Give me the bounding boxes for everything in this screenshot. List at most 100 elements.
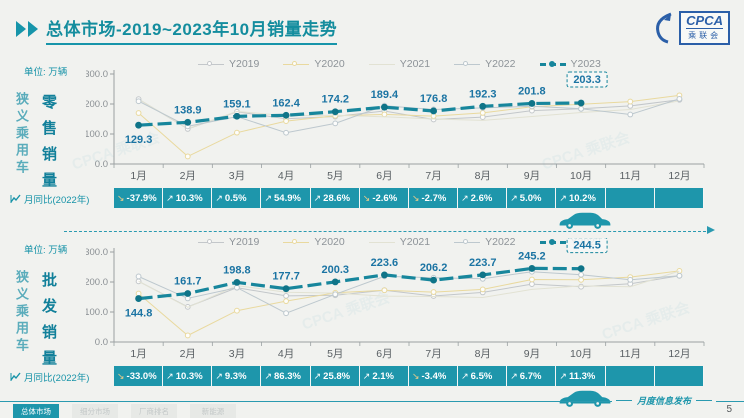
svg-text:0.0: 0.0 bbox=[95, 337, 108, 348]
legend-item-Y2021: Y2021 bbox=[368, 236, 430, 248]
footer-divider bbox=[0, 401, 744, 402]
trend-up-icon: ↗ bbox=[215, 192, 223, 203]
svg-text:8月: 8月 bbox=[475, 348, 491, 360]
yoy-cells: ↘ -37.9% ↗ 10.3% ↗ 0.5% ↗ 54.9% ↗ 28.6% ↘ -2.6% ↘ -2.… bbox=[114, 188, 704, 208]
yoy-value: 86.3% bbox=[274, 370, 301, 382]
svg-text:4月: 4月 bbox=[278, 170, 294, 182]
logo-text-box: CPCA 乘联会 bbox=[679, 11, 730, 45]
svg-text:7月: 7月 bbox=[425, 170, 441, 182]
yoy-cells: ↘ -33.0% ↗ 10.3% ↗ 9.3% ↗ 86.3% ↗ 25.8% ↗ 2.1% ↘ -3.4… bbox=[114, 366, 704, 386]
trend-down-icon: ↘ bbox=[117, 192, 125, 203]
svg-text:223.6: 223.6 bbox=[371, 257, 399, 269]
yoy-label: 月同比(2022年) bbox=[10, 192, 89, 206]
legend-item-Y2022: Y2022 bbox=[454, 58, 516, 70]
yoy-cell: ↗ 54.9% bbox=[261, 188, 311, 208]
svg-text:1月: 1月 bbox=[130, 170, 146, 182]
legend-label: Y2020 bbox=[314, 58, 345, 70]
svg-text:162.4: 162.4 bbox=[272, 97, 300, 109]
vehicle-category-label: 狭义乘用车 bbox=[14, 92, 29, 177]
legend-item-Y2019: Y2019 bbox=[198, 58, 259, 70]
yoy-cell: ↗ 6.5% bbox=[458, 366, 508, 386]
legend-item-Y2023: Y2023 bbox=[539, 58, 601, 70]
yoy-cell: ↗ 6.7% bbox=[507, 366, 557, 386]
yoy-cell: ↗ 0.5% bbox=[212, 188, 262, 208]
legend-label: Y2019 bbox=[229, 58, 260, 70]
legend-label: Y2022 bbox=[485, 58, 516, 70]
svg-text:6月: 6月 bbox=[376, 170, 392, 182]
yoy-cell bbox=[654, 366, 704, 386]
svg-text:9月: 9月 bbox=[524, 348, 540, 360]
vehicle-category-label: 狭义乘用车 bbox=[14, 270, 29, 355]
footer-tab-细分市场[interactable]: 细分市场 bbox=[72, 404, 118, 418]
trend-up-icon: ↗ bbox=[461, 192, 469, 203]
svg-text:176.8: 176.8 bbox=[420, 93, 448, 105]
trend-up-icon: ↗ bbox=[510, 370, 518, 381]
logo-subtitle: 乘联会 bbox=[688, 31, 722, 40]
yoy-cell: ↗ 10.3% bbox=[163, 366, 213, 386]
yoy-label-text: 月同比(2022年) bbox=[24, 195, 90, 206]
publication-text: 月度信息发布 bbox=[636, 396, 691, 406]
yoy-value: 9.3% bbox=[224, 370, 247, 382]
yoy-value: 2.1% bbox=[372, 370, 394, 382]
svg-text:100.0: 100.0 bbox=[86, 129, 108, 140]
svg-text:161.7: 161.7 bbox=[174, 275, 202, 287]
trend-up-icon: ↗ bbox=[510, 192, 518, 203]
car-icon bbox=[559, 390, 611, 407]
yoy-cell bbox=[654, 188, 704, 208]
svg-text:189.4: 189.4 bbox=[371, 89, 399, 101]
metric-label-wholesale: 批发销量 bbox=[40, 272, 57, 376]
yoy-cell: ↘ -3.4% bbox=[408, 366, 459, 386]
footer-tabs: 总体市场 细分市场 厂商排名 新能源 bbox=[13, 404, 236, 418]
dash-decoration bbox=[615, 400, 632, 401]
yoy-value: 11.3% bbox=[568, 370, 596, 382]
svg-text:177.7: 177.7 bbox=[272, 271, 300, 283]
legend-label: Y2019 bbox=[229, 236, 260, 248]
trend-up-icon: ↗ bbox=[559, 370, 567, 381]
svg-text:198.8: 198.8 bbox=[223, 264, 251, 276]
yoy-value: 0.5% bbox=[224, 192, 247, 204]
legend-item-Y2021: Y2021 bbox=[368, 58, 430, 70]
svg-text:5月: 5月 bbox=[327, 348, 343, 360]
footer-tab-厂商排名[interactable]: 厂商排名 bbox=[131, 404, 177, 418]
yoy-cell: ↘ -37.9% bbox=[114, 188, 164, 208]
yoy-cell: ↗ 2.1% bbox=[359, 366, 409, 386]
trend-up-icon: ↗ bbox=[166, 192, 174, 203]
cpca-logo: CPCA 乘联会 bbox=[650, 11, 730, 45]
yoy-value: 6.7% bbox=[519, 370, 542, 382]
legend-label: Y2023 bbox=[570, 58, 601, 70]
yoy-value: -3.4% bbox=[421, 370, 447, 382]
yoy-label-text: 月同比(2022年) bbox=[24, 373, 90, 384]
yoy-value: -2.6% bbox=[372, 192, 398, 204]
footer-tab-新能源[interactable]: 新能源 bbox=[190, 404, 236, 418]
svg-text:203.3: 203.3 bbox=[573, 74, 601, 86]
logo-cpca-text: CPCA bbox=[686, 13, 723, 29]
logo-swoosh-icon bbox=[656, 12, 672, 44]
yoy-cell: ↘ -2.7% bbox=[408, 188, 459, 208]
trend-up-icon: ↗ bbox=[461, 370, 469, 381]
yoy-value: 2.6% bbox=[470, 192, 493, 204]
yoy-value: -37.9% bbox=[126, 192, 157, 204]
svg-text:8月: 8月 bbox=[475, 170, 491, 182]
trend-up-icon: ↗ bbox=[215, 370, 223, 381]
trend-down-icon: ↘ bbox=[411, 192, 420, 203]
yoy-value: 28.6% bbox=[323, 192, 351, 204]
trend-up-icon: ↗ bbox=[313, 192, 322, 203]
yoy-cell: ↘ -33.0% bbox=[114, 366, 164, 386]
trend-down-icon: ↘ bbox=[117, 370, 125, 381]
svg-text:200.3: 200.3 bbox=[321, 264, 349, 276]
svg-text:3月: 3月 bbox=[229, 348, 245, 360]
page-title: 总体市场-2019~2023年10月销量走势 bbox=[46, 15, 338, 45]
page-number: 5 bbox=[726, 404, 732, 415]
yoy-value: 25.8% bbox=[323, 370, 351, 382]
svg-text:100.0: 100.0 bbox=[86, 307, 108, 318]
unit-label: 单位: 万辆 bbox=[24, 245, 68, 256]
wholesale-chart-section: 单位: 万辆 狭义乘用车 批发销量 Y2019Y2020Y2021Y2022Y2… bbox=[0, 234, 744, 410]
legend-item-Y2020: Y2020 bbox=[283, 58, 345, 70]
svg-text:0.0: 0.0 bbox=[95, 159, 108, 170]
footer-tab-总体市场[interactable]: 总体市场 bbox=[13, 404, 59, 418]
yoy-cell: ↗ 86.3% bbox=[261, 366, 311, 386]
line-chart-icon bbox=[10, 194, 21, 203]
line-chart-icon bbox=[10, 372, 21, 381]
car-icon bbox=[559, 212, 611, 229]
